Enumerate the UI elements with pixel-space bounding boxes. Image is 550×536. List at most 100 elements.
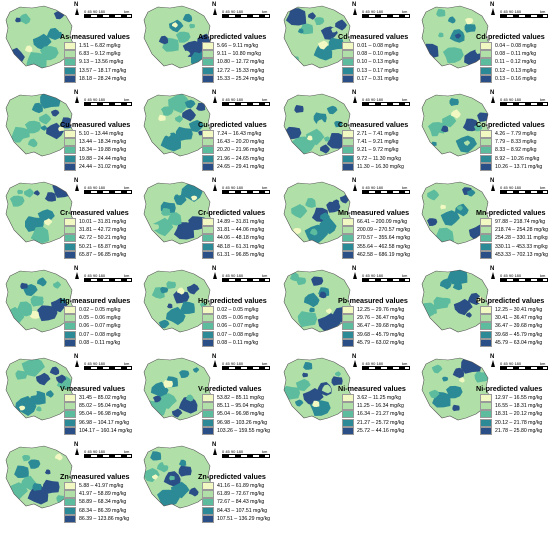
legend-swatch	[480, 402, 492, 411]
scale-unit: km	[540, 185, 546, 190]
scale-unit: km	[124, 273, 130, 278]
legend-label: 9.11 – 10.80 mg/kg	[217, 51, 262, 58]
legend-swatch	[202, 490, 214, 499]
legend-swatch	[342, 154, 354, 163]
legend-swatch	[342, 338, 354, 347]
scale-ticks: 0 45 90 180	[362, 361, 384, 366]
scale-unit: km	[124, 9, 130, 14]
legend-label: 1.51 – 6.82 mg/kg	[79, 43, 121, 50]
legend-label: 0.17 – 0.31 mg/kg	[357, 75, 399, 82]
scale-ticks: 0 45 90 180	[500, 273, 522, 278]
scale-ticks: 0 45 90 180	[222, 449, 244, 454]
legend-swatch	[64, 418, 76, 427]
legend-label: 61.31 – 96.85 mg/kg	[217, 251, 265, 258]
north-arrow-icon	[213, 360, 217, 367]
legend-swatch	[64, 74, 76, 83]
legend-item: 30.41 – 36.47 mg/kg	[480, 314, 542, 323]
map-panel: N 0 45 90 180 km Co-predicted values 4.2…	[418, 90, 550, 179]
choropleth-map	[5, 357, 75, 421]
legend-swatch	[480, 50, 492, 59]
scale-ticks: 0 45 90 180	[362, 185, 384, 190]
north-label: N	[352, 90, 357, 96]
scale-unit: km	[540, 9, 546, 14]
legend-swatch	[202, 426, 214, 435]
map-panel: N 0 45 90 180 km Ni-predicted values 12.…	[418, 354, 550, 443]
map-panel: N 0 45 90 180 km V-predicted values 53.8…	[140, 354, 277, 443]
legend-label: 462.58 – 686.19 mg/kg	[357, 251, 411, 258]
legend-swatch	[202, 418, 214, 427]
scale-bar: 0 45 90 180 km	[362, 97, 410, 107]
legend-item: 18.31 – 20.12 mg/kg	[480, 410, 542, 419]
scale-bar: 0 45 90 180 km	[222, 185, 270, 195]
scale-unit: km	[262, 273, 268, 278]
legend: 0.04 – 0.08 mg/kg 0.08 – 0.11 mg/kg 0.11 –…	[480, 42, 537, 83]
legend-label: 39.68 – 45.79 mg/kg	[357, 331, 405, 338]
legend: 53.82 – 85.11 mg/kg 85.11 – 95.04 mg/kg 95…	[202, 394, 270, 435]
north-label: N	[490, 266, 495, 272]
legend-swatch	[64, 338, 76, 347]
scale-unit: km	[540, 97, 546, 102]
legend-item: 31.45 – 85.02 mg/kg	[64, 394, 132, 403]
legend-item: 53.82 – 85.11 mg/kg	[202, 394, 270, 403]
scale-ticks: 0 45 90 180	[222, 361, 244, 366]
legend-swatch	[342, 130, 354, 139]
legend-item: 453.33 – 702.13 mg/kg	[480, 250, 548, 259]
scale-ticks: 0 45 90 180	[222, 97, 244, 102]
scale-unit: km	[402, 185, 408, 190]
legend-item: 39.68 – 45.79 mg/kg	[480, 330, 542, 339]
legend-label: 18.18 – 28.24 mg/kg	[79, 75, 127, 82]
legend-swatch	[64, 514, 76, 523]
legend-swatch	[202, 250, 214, 259]
legend-item: 12.97 – 16.55 mg/kg	[480, 394, 542, 403]
legend-label: 103.26 – 159.55 mg/kg	[217, 427, 271, 434]
legend-label: 24.65 – 29.41 mg/kg	[217, 163, 265, 170]
legend-swatch	[202, 218, 214, 227]
legend-swatch	[64, 58, 76, 67]
scale-unit: km	[402, 9, 408, 14]
legend-label: 0.06 – 0.07 mg/kg	[217, 323, 259, 330]
scale-bar: 0 45 90 180 km	[362, 273, 410, 283]
legend-label: 5.66 – 9.11 mg/kg	[217, 43, 259, 50]
legend-item: 42.72 – 50.21 mg/kg	[64, 234, 126, 243]
panel-title: V-predicted values	[198, 384, 262, 393]
legend-swatch	[342, 162, 354, 171]
legend-item: 21.78 – 25.80 mg/kg	[480, 426, 542, 435]
scale-unit: km	[262, 97, 268, 102]
legend-swatch	[342, 50, 354, 59]
scale-unit: km	[262, 449, 268, 454]
legend-item: 20.12 – 21.78 mg/kg	[480, 418, 542, 427]
legend-label: 72.67 – 84.43 mg/kg	[217, 499, 265, 506]
legend-item: 12.25 – 29.76 mg/kg	[342, 306, 404, 315]
choropleth-map	[5, 181, 75, 245]
panel-title: Ni-predicted values	[476, 384, 543, 393]
legend-swatch	[342, 226, 354, 235]
legend-item: 5.10 – 13.44 mg/kg	[64, 130, 126, 139]
panel-title: As-predicted values	[198, 32, 267, 41]
legend-item: 7.41 – 9.21 mg/kg	[342, 138, 404, 147]
legend-swatch	[480, 138, 492, 147]
choropleth-map	[143, 93, 213, 157]
panel-title: Cd-predicted values	[476, 32, 545, 41]
legend-label: 0.10 – 0.13 mg/kg	[357, 59, 399, 66]
legend-item: 95.04 – 96.98 mg/kg	[64, 410, 132, 419]
legend-item: 19.88 – 24.44 mg/kg	[64, 154, 126, 163]
north-arrow-icon	[75, 360, 79, 367]
scale-ticks: 0 45 90 180	[84, 361, 106, 366]
scale-ticks: 0 45 90 180	[222, 9, 244, 14]
legend-swatch	[342, 58, 354, 67]
north-arrow-icon	[213, 272, 217, 279]
legend-item: 0.13 – 0.16 mg/kg	[480, 74, 537, 83]
legend-swatch	[202, 50, 214, 59]
legend-swatch	[480, 410, 492, 419]
legend: 5.88 – 41.97 mg/kg 41.97 – 58.89 mg/kg 58.…	[64, 482, 129, 523]
scale-bar: 0 45 90 180 km	[500, 9, 548, 19]
legend-swatch	[480, 74, 492, 83]
scale-unit: km	[124, 361, 130, 366]
legend-swatch	[342, 74, 354, 83]
north-arrow-icon	[491, 360, 495, 367]
legend: 31.45 – 85.02 mg/kg 85.02 – 95.04 mg/kg 95…	[64, 394, 132, 435]
legend-item: 61.31 – 96.85 mg/kg	[202, 250, 265, 259]
legend-label: 15.33 – 25.24 mg/kg	[217, 75, 265, 82]
legend-swatch	[202, 410, 214, 419]
